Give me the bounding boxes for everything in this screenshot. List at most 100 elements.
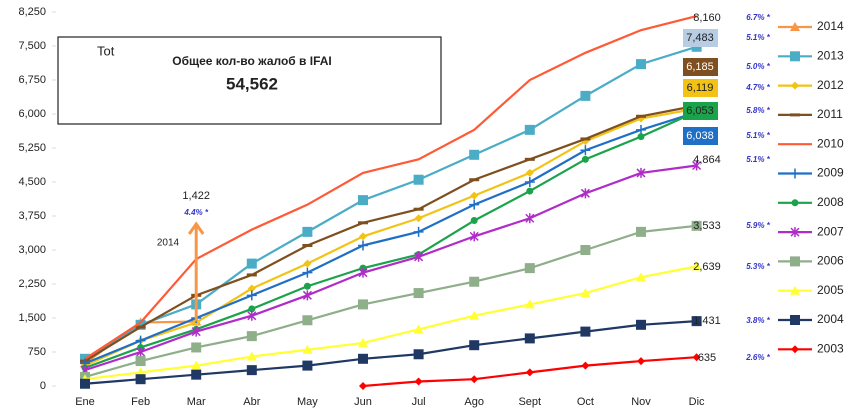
point (524, 333, 535, 344)
growth-label: 3.8% * (746, 316, 770, 325)
legend-label: 2004 (817, 312, 844, 326)
value-label: 4,864 (693, 154, 721, 166)
label-box (683, 79, 718, 97)
box-total: 54,562 (226, 74, 278, 93)
value-label: 6,185 (686, 61, 714, 73)
label-box (683, 29, 718, 47)
point (302, 267, 313, 278)
point (246, 290, 257, 301)
value-label: 1,431 (693, 315, 721, 327)
legend-marker (791, 81, 799, 90)
point (470, 217, 478, 225)
point (692, 353, 701, 362)
growth-label: 4.4% * (183, 208, 208, 217)
y-tick-label: 4,500 (18, 176, 46, 188)
series-line (84, 110, 698, 369)
legend-label: 2006 (817, 254, 844, 268)
legend-marker (791, 199, 799, 207)
point (580, 145, 591, 156)
x-tick-label: Dic (689, 396, 705, 408)
point (580, 288, 591, 298)
y-tick-label: 3,000 (18, 244, 46, 256)
arrow-head (187, 221, 205, 235)
legend-label: 2005 (817, 283, 844, 297)
legend-label: 2014 (817, 19, 844, 33)
point (581, 361, 590, 370)
value-label: 635 (698, 352, 716, 364)
point (413, 174, 424, 185)
point (303, 282, 311, 290)
legend-label: 2010 (817, 136, 844, 150)
y-tick-label: 5,250 (18, 142, 46, 154)
point (580, 90, 591, 101)
value-label: 8,160 (693, 12, 721, 24)
series-line (84, 45, 697, 360)
label-box (683, 127, 718, 145)
point (135, 374, 146, 385)
legend-label: 2003 (817, 341, 844, 355)
growth-label: 5.0% * (746, 62, 770, 71)
legend-label: 2013 (817, 48, 844, 62)
point (135, 367, 146, 377)
y-tick-label: 6,000 (18, 108, 46, 120)
annotation: 2014 (157, 238, 180, 249)
legend-label: 2008 (817, 195, 844, 209)
point (359, 382, 367, 390)
point (470, 191, 479, 200)
x-tick-label: Jul (412, 396, 426, 408)
point (469, 199, 480, 210)
legend-marker (790, 227, 800, 238)
point (524, 124, 535, 135)
point (191, 369, 202, 380)
series-line (84, 164, 697, 372)
point (524, 263, 535, 274)
point (580, 326, 591, 337)
y-tick-label: 0 (40, 380, 46, 392)
point (637, 357, 645, 366)
y-tick-label: 7,500 (18, 40, 46, 52)
point (135, 319, 146, 330)
point (469, 340, 480, 351)
series-line (84, 107, 697, 367)
growth-label: 5.1% * (746, 131, 770, 140)
growth-label: 2.6% * (745, 353, 770, 362)
box-title: Общее кол-во жалоб в IFAI (172, 54, 332, 68)
legend-label: 2012 (817, 78, 844, 92)
series-line (84, 265, 697, 381)
point (469, 276, 480, 287)
box-partial: Tot (97, 43, 115, 58)
point (636, 167, 646, 178)
point (470, 375, 479, 384)
legend-label: 2007 (817, 224, 844, 238)
point (358, 240, 368, 251)
point (80, 378, 90, 389)
point (136, 347, 146, 357)
y-tick-label: 3,750 (18, 210, 46, 222)
point (525, 368, 534, 377)
point (636, 319, 646, 330)
x-tick-label: Ago (464, 396, 484, 408)
point (525, 168, 534, 177)
point (636, 226, 646, 237)
point (359, 232, 367, 241)
legend-marker (790, 22, 800, 31)
value-label: 3,533 (693, 220, 721, 232)
y-tick-label: 2,250 (18, 278, 46, 290)
point (637, 133, 645, 141)
x-tick-label: Feb (131, 396, 150, 408)
legend-label: 2009 (817, 166, 844, 180)
value-label: 1,422 (182, 190, 210, 202)
label-box (683, 102, 718, 120)
point (691, 316, 702, 327)
growth-label: 5.3% * (746, 262, 770, 271)
point (302, 226, 313, 237)
point (191, 342, 202, 353)
growth-label: 6.7% * (746, 13, 770, 22)
point (691, 220, 702, 231)
series-line (84, 224, 697, 378)
legend-marker (790, 285, 800, 295)
point (580, 188, 590, 199)
point (247, 284, 256, 293)
x-tick-label: Nov (631, 396, 651, 408)
